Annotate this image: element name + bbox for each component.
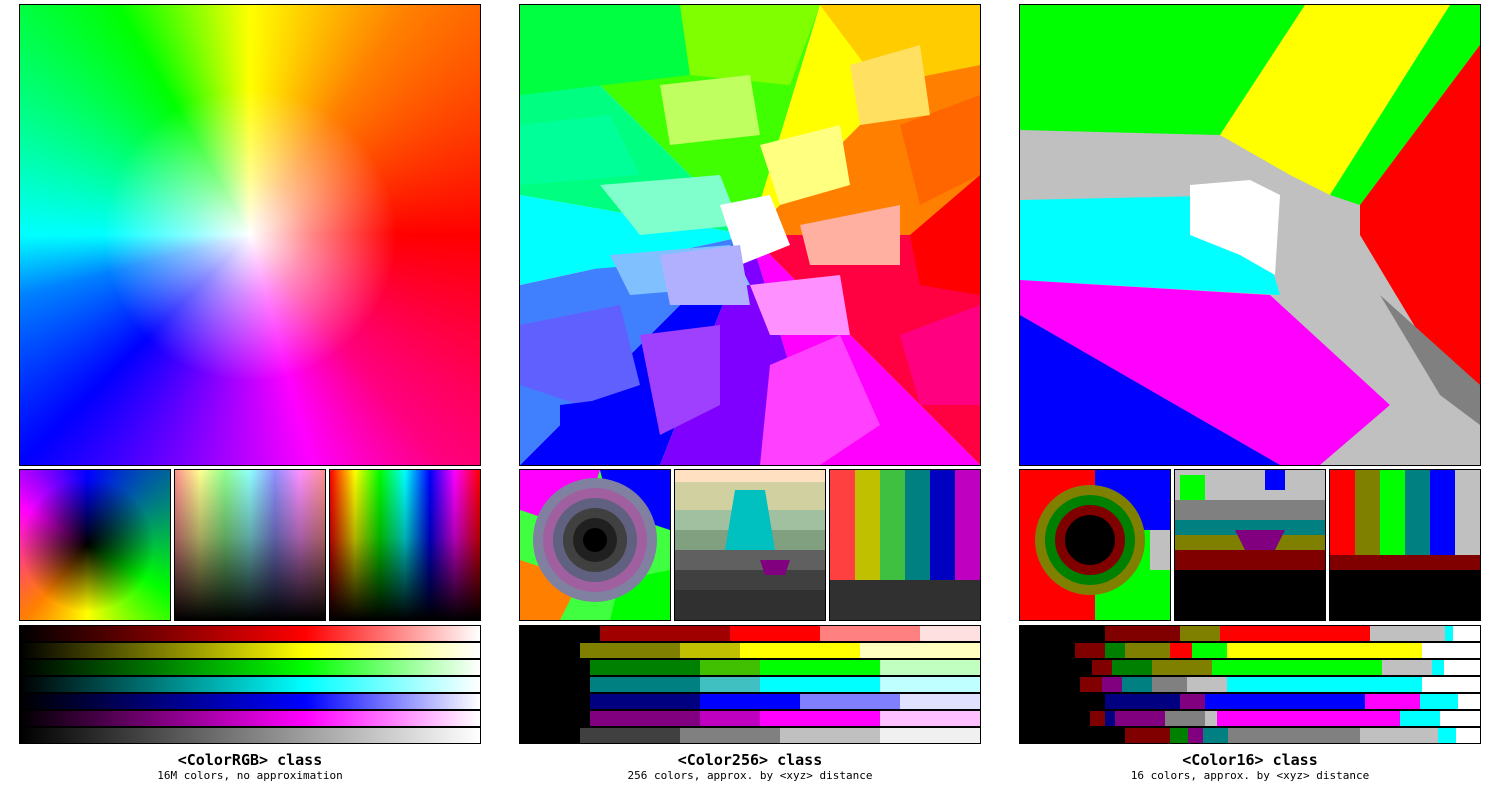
rgb-yellow-ramp xyxy=(19,642,481,659)
c256-hue-dark-plane xyxy=(519,469,671,621)
c16-caption-title: <Color16> class xyxy=(1182,751,1318,769)
rgb-cyan-ramp xyxy=(19,676,481,693)
c256-magenta-ramp xyxy=(519,710,981,727)
rgb-main-plane xyxy=(19,4,481,466)
c256-gray-ramp xyxy=(519,727,981,744)
c256-caption-subtitle: 256 colors, approx. by <xyz> distance xyxy=(627,769,873,782)
panel-color-16: <Color16> class 16 colors, approx. by <x… xyxy=(1019,4,1481,794)
c16-hue-ramp-plane xyxy=(1329,469,1481,621)
rgb-green-ramp xyxy=(19,659,481,676)
c256-red-ramp xyxy=(519,625,981,642)
rgb-pastel-ramp-plane xyxy=(174,469,326,621)
rgb-caption-title: <ColorRGB> class xyxy=(177,751,323,769)
rgb-blue-ramp xyxy=(19,693,481,710)
c16-yellow-ramp xyxy=(1019,642,1481,659)
c256-yellow-ramp xyxy=(519,642,981,659)
rgb-gray-ramp xyxy=(19,727,481,744)
c16-caption: <Color16> class 16 colors, approx. by <x… xyxy=(1019,751,1481,783)
c16-hue-dark-plane xyxy=(1019,469,1171,621)
c16-green-ramp xyxy=(1019,659,1481,676)
c16-main-plane xyxy=(1019,4,1481,466)
panel-color-256: <Color256> class 256 colors, approx. by … xyxy=(519,4,981,794)
c16-caption-subtitle: 16 colors, approx. by <xyz> distance xyxy=(1130,769,1370,782)
rgb-magenta-ramp xyxy=(19,710,481,727)
panel-color-rgb: <ColorRGB> class 16M colors, no approxim… xyxy=(19,4,481,794)
c256-green-ramp xyxy=(519,659,981,676)
rgb-caption-subtitle: 16M colors, no approximation xyxy=(157,769,343,782)
c256-hue-ramp-plane xyxy=(829,469,981,621)
rgb-caption: <ColorRGB> class 16M colors, no approxim… xyxy=(19,751,481,783)
c16-pastel-ramp-plane xyxy=(1174,469,1326,621)
c16-blue-ramp xyxy=(1019,693,1481,710)
c16-magenta-ramp xyxy=(1019,710,1481,727)
rgb-hue-dark-plane xyxy=(19,469,171,621)
c256-pastel-ramp-plane xyxy=(674,469,826,621)
c16-red-ramp xyxy=(1019,625,1481,642)
c256-main-plane xyxy=(519,4,981,466)
c16-cyan-ramp xyxy=(1019,676,1481,693)
c256-caption-title: <Color256> class xyxy=(677,751,823,769)
rgb-red-ramp xyxy=(19,625,481,642)
c256-blue-ramp xyxy=(519,693,981,710)
c256-caption: <Color256> class 256 colors, approx. by … xyxy=(519,751,981,783)
rgb-hue-ramp-plane xyxy=(329,469,481,621)
c16-gray-ramp xyxy=(1019,727,1481,744)
c256-cyan-ramp xyxy=(519,676,981,693)
